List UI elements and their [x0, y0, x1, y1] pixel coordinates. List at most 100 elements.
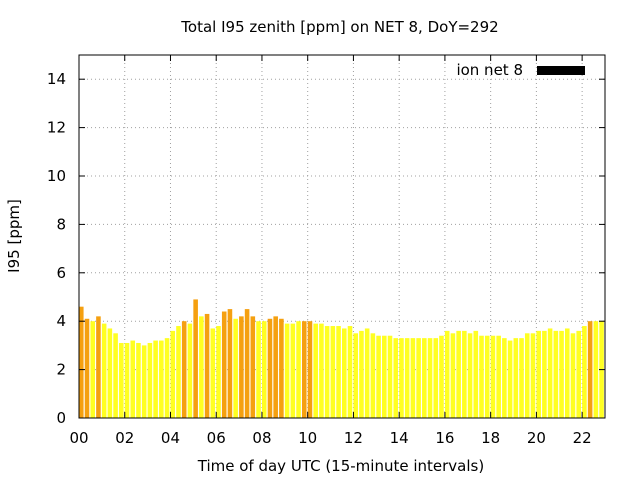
bar — [164, 338, 170, 418]
bar — [107, 328, 113, 418]
legend-swatch — [537, 66, 585, 75]
x-tick-label: 06 — [207, 429, 226, 447]
bar — [301, 321, 307, 418]
y-tick-labels: 0 2 4 6 8 10 12 14 — [47, 70, 66, 427]
bar — [336, 326, 341, 418]
bar — [170, 330, 176, 418]
y-tick-label: 4 — [56, 312, 66, 330]
x-tick-labels: 00 02 04 06 08 10 12 14 16 18 20 22 — [69, 429, 591, 447]
x-tick-label: 12 — [344, 429, 363, 447]
x-tick-label: 02 — [115, 429, 134, 447]
bar — [313, 323, 318, 418]
bar — [422, 338, 427, 418]
bar — [79, 306, 84, 418]
x-tick-label: 10 — [298, 429, 317, 447]
bar — [576, 330, 581, 418]
bar — [502, 338, 507, 418]
legend: ion net 8 — [456, 61, 585, 79]
bar — [559, 330, 564, 418]
bar — [542, 330, 547, 418]
bar — [387, 335, 393, 418]
bar — [473, 330, 479, 418]
bar — [233, 318, 238, 418]
bar — [456, 330, 461, 418]
x-tick-label: 20 — [527, 429, 546, 447]
bar — [147, 342, 153, 418]
y-tick-label: 6 — [56, 264, 66, 282]
bar — [159, 340, 164, 418]
x-tick-label: 04 — [161, 429, 180, 447]
bar — [216, 326, 221, 418]
bar — [524, 333, 530, 418]
bar — [124, 342, 130, 418]
bar — [404, 338, 410, 418]
bar — [141, 345, 147, 418]
bar — [536, 330, 541, 418]
bar — [244, 309, 250, 418]
y-tick-label: 12 — [47, 119, 66, 137]
bar — [519, 338, 524, 418]
bar — [84, 318, 90, 418]
y-tick-label: 14 — [47, 70, 66, 88]
bar — [513, 338, 519, 418]
bar — [210, 328, 216, 418]
bar — [279, 318, 284, 418]
bar — [153, 340, 158, 418]
bars — [79, 299, 604, 418]
bar — [250, 316, 256, 418]
bar — [330, 326, 336, 418]
bar — [261, 321, 267, 418]
bar — [467, 333, 473, 418]
x-tick-label: 14 — [390, 429, 409, 447]
bar — [462, 330, 467, 418]
bar — [256, 321, 261, 418]
bar — [530, 333, 536, 418]
bar — [319, 323, 324, 418]
bar — [296, 321, 301, 418]
bar — [307, 321, 313, 418]
bar — [187, 323, 193, 418]
bar — [593, 321, 599, 418]
grid — [79, 55, 605, 418]
bar — [101, 323, 107, 418]
x-tick-label: 00 — [69, 429, 88, 447]
bar — [136, 342, 141, 418]
x-tick-label: 08 — [252, 429, 271, 447]
bar — [176, 326, 181, 418]
bar — [273, 316, 278, 418]
bar — [484, 335, 490, 418]
chart-title: Total I95 zenith [ppm] on NET 8, DoY=292 — [180, 18, 498, 36]
bar — [130, 340, 136, 418]
bar — [416, 338, 421, 418]
bar — [199, 316, 204, 418]
bar — [193, 299, 198, 418]
bar — [564, 328, 570, 418]
bar — [587, 321, 593, 418]
bar — [444, 330, 450, 418]
bar — [450, 333, 456, 418]
bar — [410, 338, 416, 418]
bar — [284, 323, 290, 418]
y-tick-label: 2 — [56, 361, 66, 379]
plot-frame — [78, 54, 606, 419]
bar — [496, 335, 501, 418]
bar — [439, 335, 444, 418]
bar — [570, 333, 576, 418]
x-axis-label: Time of day UTC (15-minute intervals) — [197, 457, 484, 475]
bar — [427, 338, 433, 418]
bar — [364, 328, 370, 418]
bar — [342, 328, 347, 418]
y-tick-label: 0 — [56, 409, 66, 427]
bar — [399, 338, 404, 418]
bar — [227, 309, 233, 418]
bar — [359, 330, 364, 418]
bar — [113, 333, 118, 418]
bar — [507, 340, 513, 418]
bar — [393, 338, 399, 418]
bar — [181, 321, 187, 418]
bar — [96, 316, 101, 418]
legend-label: ion net 8 — [456, 61, 523, 79]
y-axis-label: I95 [ppm] — [5, 199, 23, 273]
bar — [353, 333, 359, 418]
x-tick-label: 18 — [481, 429, 500, 447]
